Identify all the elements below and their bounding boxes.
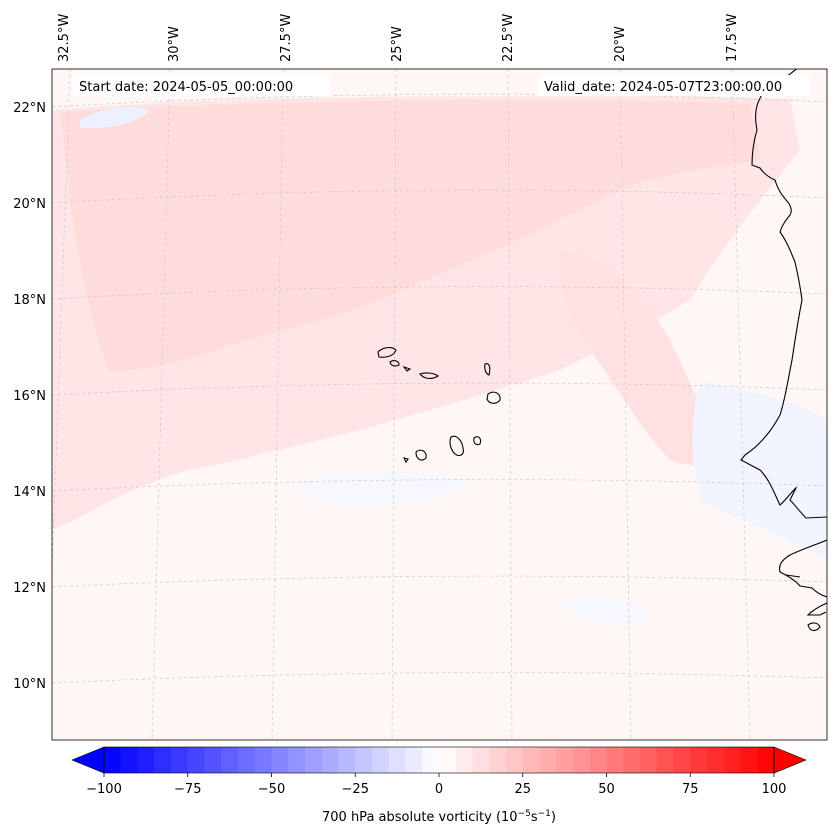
colorbar-tick-label: 25	[514, 782, 531, 797]
lat-label: 16°N	[13, 389, 46, 404]
island-santo-antao	[377, 347, 397, 358]
lat-label: 22°N	[13, 101, 46, 116]
colorbar-segment	[472, 747, 490, 773]
cape-verde-islands	[377, 347, 501, 464]
lon-label: 17.5°W	[725, 14, 740, 62]
island-sal	[484, 363, 491, 376]
start-date-box	[72, 75, 330, 96]
vorticity-negative-patch-nw	[80, 107, 150, 129]
lat-label: 14°N	[13, 485, 46, 500]
island-sao-nicolau	[419, 372, 439, 379]
colorbar-tick-label: 50	[598, 782, 615, 797]
island-sao-vicente	[389, 360, 400, 367]
colorbar-segment	[271, 747, 289, 773]
colorbar-tick-label: −75	[174, 782, 201, 797]
colorbar-segment	[589, 747, 607, 773]
colorbar-tick-label: 100	[762, 782, 787, 797]
colorbar-segment	[673, 747, 691, 773]
colorbar-segment	[221, 747, 239, 773]
colorbar-segment	[305, 747, 323, 773]
colorbar-tick-label: −50	[258, 782, 285, 797]
colorbar-segment	[757, 747, 775, 773]
colorbar-segment	[154, 747, 172, 773]
colorbar-segment	[321, 747, 339, 773]
colorbar-segment	[606, 747, 624, 773]
colorbar-label: 700 hPa absolute vorticity (10−5s−1)	[322, 809, 556, 825]
colorbar-segment	[204, 747, 222, 773]
map-frame	[51, 68, 828, 741]
colorbar-segment	[439, 747, 457, 773]
island-maio	[473, 436, 482, 446]
start-date-text: Start date: 2024-05-05_00:00:00	[79, 80, 293, 95]
vorticity-positive-core	[60, 99, 760, 373]
colorbar-segment	[522, 747, 540, 773]
longitude-labels: 32.5°W 30°W 27.5°W 25°W 22.5°W 20°W 17.5…	[57, 14, 740, 62]
colorbar-tick-label: −25	[342, 782, 369, 797]
colorbar-segment	[573, 747, 591, 773]
colorbar-segment	[187, 747, 205, 773]
colorbar-segment	[539, 747, 557, 773]
colorbar-segment	[372, 747, 390, 773]
valid-date-text: Valid_date: 2024-05-07T23:00:00.00	[544, 80, 782, 95]
lat-label: 12°N	[13, 581, 46, 596]
africa-coastline	[740, 69, 827, 632]
lon-label: 32.5°W	[57, 14, 72, 62]
lon-label: 20°W	[613, 26, 628, 62]
lat-label: 10°N	[13, 677, 46, 692]
colorbar-segment	[137, 747, 155, 773]
latitude-labels: 22°N 20°N 18°N 16°N 14°N 12°N 10°N	[13, 101, 46, 692]
colorbar-segment	[104, 747, 122, 773]
lat-label: 20°N	[13, 197, 46, 212]
island-santiago	[449, 435, 464, 457]
colorbar-segment	[388, 747, 406, 773]
colorbar-segment	[355, 747, 373, 773]
valid-date-box	[538, 75, 810, 96]
lon-label: 22.5°W	[501, 14, 516, 62]
lon-label: 25°W	[390, 26, 405, 62]
colorbar-segment	[723, 747, 741, 773]
colorbar-extend-low	[71, 746, 105, 774]
colorbar-ticks: −100 −75 −50 −25 0 25 50 75 100	[86, 773, 786, 797]
colorbar-segment	[171, 747, 189, 773]
island-fogo	[415, 449, 427, 461]
colorbar-segment	[405, 747, 423, 773]
lon-label: 30°W	[167, 26, 182, 62]
colorbar-segment	[656, 747, 674, 773]
colorbar-segment	[506, 747, 524, 773]
colorbar-segment	[288, 747, 306, 773]
graticule	[52, 69, 827, 740]
colorbar-segment	[640, 747, 658, 773]
colorbar-segment	[338, 747, 356, 773]
colorbar-segment	[455, 747, 473, 773]
lon-label: 27.5°W	[279, 14, 294, 62]
island-brava	[402, 457, 409, 464]
vorticity-negative-patch-se	[560, 596, 650, 625]
lat-label: 18°N	[13, 293, 46, 308]
island-santa-luzia	[402, 365, 412, 372]
colorbar-segment	[254, 747, 272, 773]
colorbar-segment	[690, 747, 708, 773]
colorbar: −100 −75 −50 −25 0 25 50 75 100 700 hPa …	[71, 746, 807, 825]
island-boa-vista	[486, 391, 501, 404]
colorbar-segment	[707, 747, 725, 773]
colorbar-tick-label: 0	[435, 782, 443, 797]
colorbar-tick-label: −100	[86, 782, 122, 797]
map-panel[interactable]	[46, 62, 827, 740]
vorticity-positive-streak	[559, 250, 760, 467]
colorbar-extend-high	[773, 746, 807, 774]
colorbar-tick-label: 75	[682, 782, 699, 797]
colorbar-segment	[556, 747, 574, 773]
colorbar-segments	[104, 747, 775, 773]
colorbar-segment	[623, 747, 641, 773]
colorbar-segment	[740, 747, 758, 773]
colorbar-segment	[422, 747, 440, 773]
colorbar-segment	[238, 747, 256, 773]
colorbar-segment	[120, 747, 138, 773]
colorbar-segment	[489, 747, 507, 773]
